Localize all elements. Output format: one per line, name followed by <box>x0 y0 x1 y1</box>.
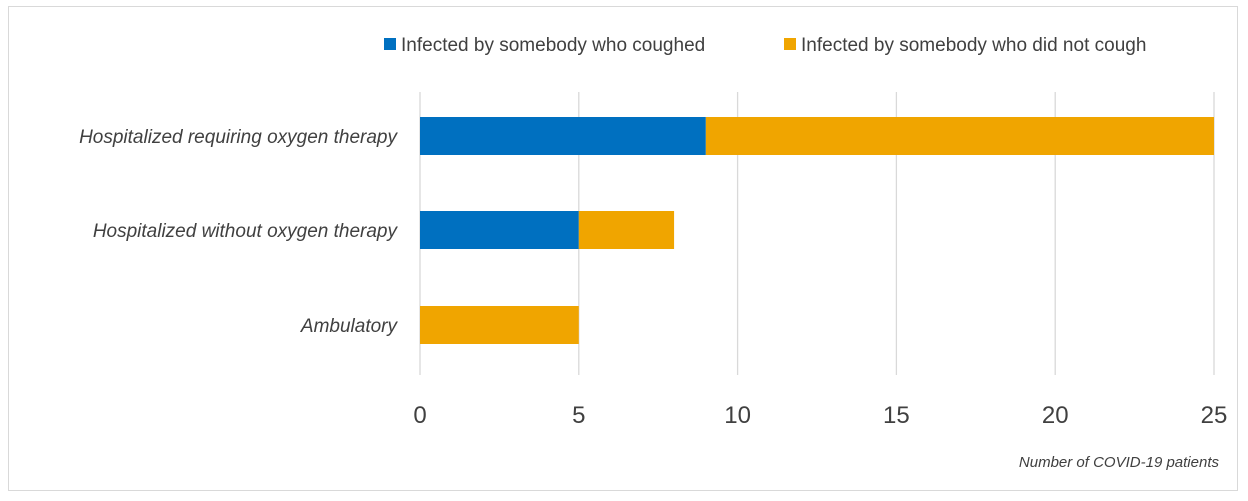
bar-coughed-1 <box>420 211 579 249</box>
x-tick-label-25: 25 <box>1201 402 1228 429</box>
x-axis-title: Number of COVID-19 patients <box>1019 454 1220 471</box>
bar-did-not-cough-1 <box>578 211 675 249</box>
x-tick-labels: 0 5 10 15 20 25 <box>413 402 1227 429</box>
bar-did-not-cough-2 <box>420 306 579 344</box>
x-tick-label-15: 15 <box>883 402 910 429</box>
legend-swatch-0 <box>384 38 396 50</box>
legend-swatch-1 <box>784 38 796 50</box>
category-labels: Hospitalized requiring oxygen therapy Hos… <box>79 127 398 337</box>
category-label-1: Hospitalized without oxygen therapy <box>93 221 399 242</box>
bar-coughed-0 <box>420 117 706 155</box>
legend-label-0: Infected by somebody who coughed <box>401 35 705 56</box>
bar-did-not-cough-0 <box>705 117 1214 155</box>
x-tick-label-0: 0 <box>413 402 426 429</box>
legend-label-1: Infected by somebody who did not cough <box>801 35 1146 56</box>
x-tick-label-10: 10 <box>724 402 751 429</box>
x-tick-label-5: 5 <box>572 402 585 429</box>
category-label-2: Ambulatory <box>300 316 399 337</box>
category-label-0: Hospitalized requiring oxygen therapy <box>79 127 398 148</box>
legend: Infected by somebody who coughed Infected… <box>384 35 1146 56</box>
bars <box>420 117 1214 344</box>
x-tick-label-20: 20 <box>1042 402 1069 429</box>
